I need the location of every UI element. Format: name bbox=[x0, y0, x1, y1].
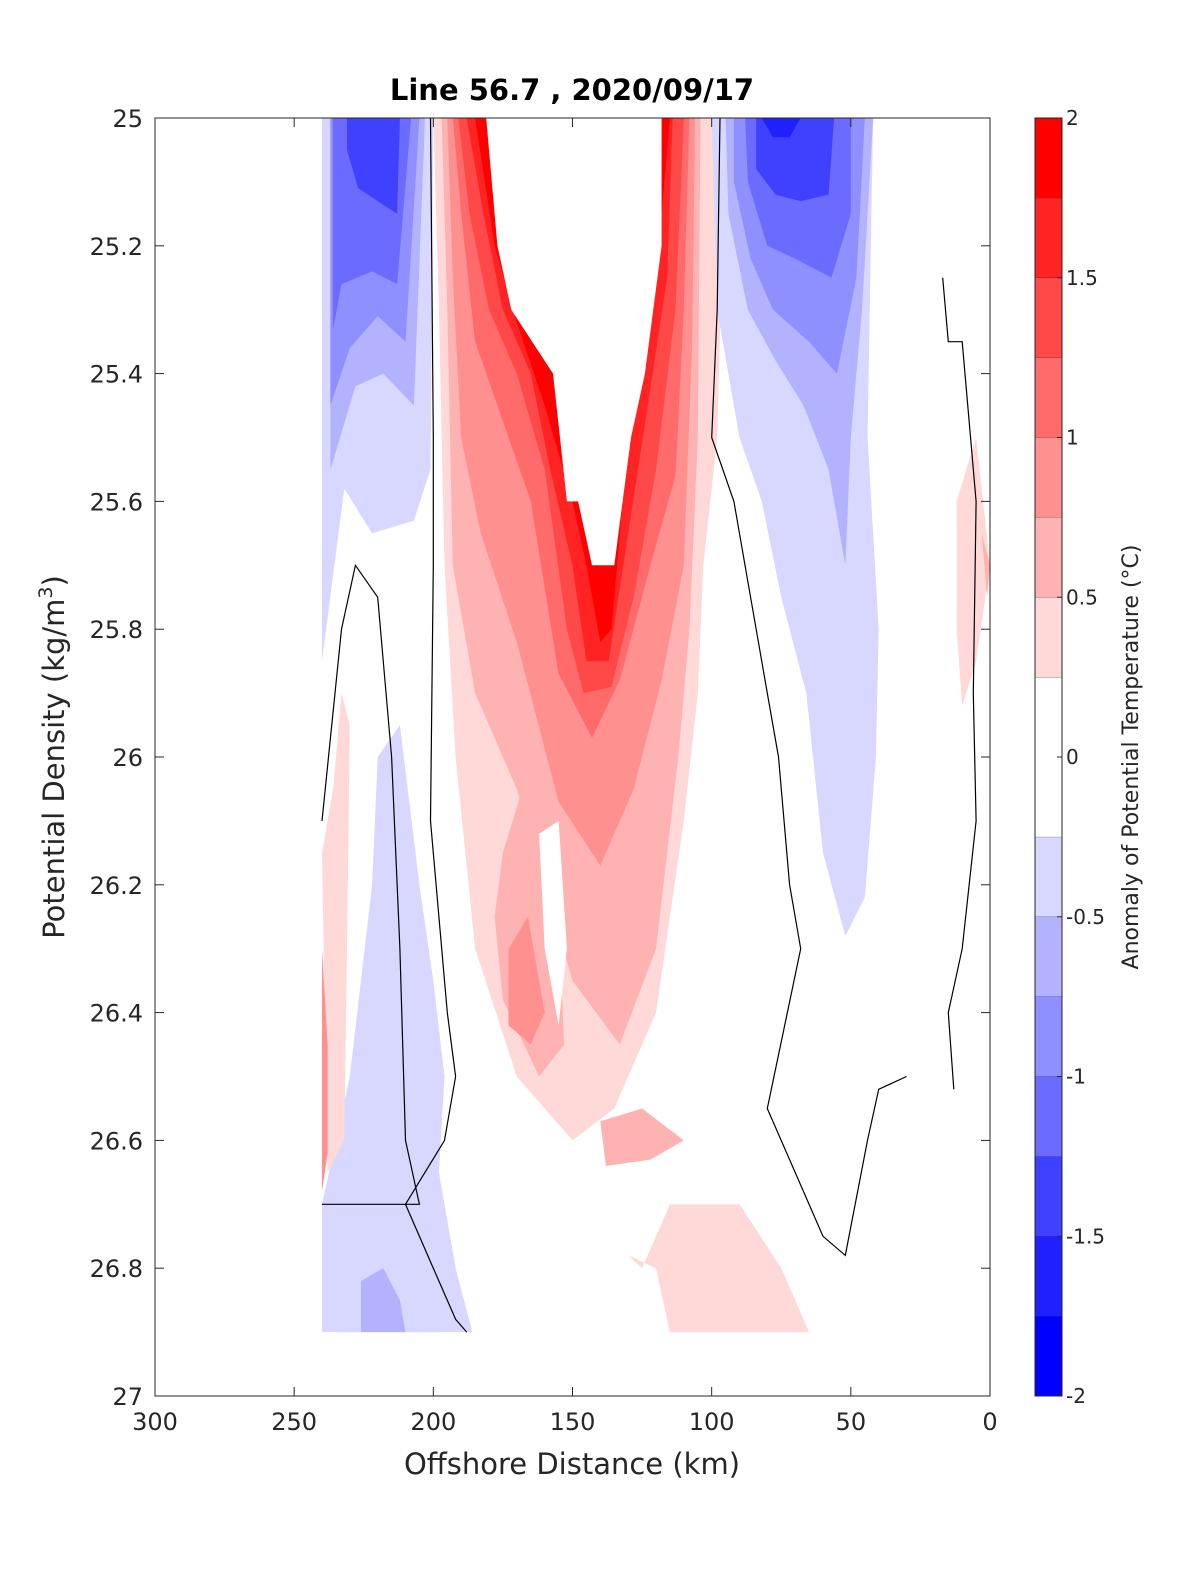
colorbar-tick-label-1: 1.5 bbox=[1066, 266, 1098, 290]
colorbar-swatch-13 bbox=[1035, 197, 1062, 278]
contour-band-26 bbox=[338, 1108, 439, 1333]
colorbar-swatch-14 bbox=[1035, 118, 1062, 198]
y-tick-label-3: 25.6 bbox=[90, 488, 143, 516]
colorbar-swatch-12 bbox=[1035, 277, 1062, 358]
zero-contour-lines bbox=[321, 118, 977, 1333]
contour-band-32 bbox=[628, 1204, 810, 1333]
y-tick-label-5: 26 bbox=[112, 744, 143, 772]
colorbar-tick-label-0: 2 bbox=[1066, 106, 1079, 130]
contour-band-5 bbox=[347, 118, 400, 214]
colorbar-swatch-6 bbox=[1035, 836, 1062, 917]
colorbar-swatch-11 bbox=[1035, 357, 1062, 438]
zero-contour-0 bbox=[404, 118, 468, 1333]
colorbar-swatch-5 bbox=[1035, 916, 1062, 997]
contour-band-17 bbox=[539, 820, 567, 1026]
y-tick-label-1: 25.2 bbox=[90, 233, 143, 261]
x-tick-label-1: 250 bbox=[271, 1408, 317, 1436]
contour-band-31 bbox=[981, 533, 990, 598]
colorbar-swatch-1 bbox=[1035, 1236, 1062, 1317]
x-tick-labels: 300 250 200 150 100 50 0 bbox=[132, 1408, 998, 1436]
y-tick-label-8: 26.6 bbox=[90, 1127, 143, 1155]
y-tick-label-0: 25 bbox=[112, 105, 143, 133]
x-axis-label: Offshore Distance (km) bbox=[404, 1447, 740, 1481]
colorbar-swatch-0 bbox=[1035, 1316, 1062, 1396]
colorbar-tick-label-4: 0 bbox=[1066, 745, 1079, 769]
contour-band-29 bbox=[322, 948, 328, 1192]
zero-contour-1 bbox=[711, 118, 907, 1257]
colorbar-ticks: 2 1.5 1 0.5 0 -0.5 -1 -1.5 -2 bbox=[1057, 106, 1105, 1408]
colorbar-swatch-4 bbox=[1035, 996, 1062, 1077]
x-tick-label-5: 50 bbox=[836, 1408, 867, 1436]
colorbar-tick-label-6: -1 bbox=[1066, 1065, 1086, 1089]
y-axis-label-superscript: 3 bbox=[35, 586, 57, 598]
y-tick-label-4: 25.8 bbox=[90, 616, 143, 644]
x-tick-label-3: 150 bbox=[550, 1408, 596, 1436]
x-tick-label-0: 300 bbox=[132, 1408, 178, 1436]
zero-contour-2 bbox=[321, 563, 421, 1205]
y-axis-label: Potential Density (kg/m3) bbox=[35, 575, 71, 939]
contour-band-13 bbox=[486, 118, 662, 566]
contour-band-16 bbox=[600, 1108, 684, 1166]
y-tick-label-7: 26.4 bbox=[90, 1000, 143, 1028]
colorbar-swatch-10 bbox=[1035, 437, 1062, 518]
x-tick-label-4: 100 bbox=[689, 1408, 735, 1436]
axis-ticks bbox=[154, 117, 991, 1397]
y-tick-label-6: 26.2 bbox=[90, 872, 143, 900]
colorbar-tick-label-2: 1 bbox=[1066, 426, 1079, 450]
contour-band-27 bbox=[361, 1268, 406, 1333]
y-axis-label-main: Potential Density (kg/m bbox=[37, 599, 71, 939]
chart-title: Line 56.7 , 2020/09/17 bbox=[390, 73, 754, 107]
colorbar-tick-label-8: -2 bbox=[1066, 1384, 1086, 1408]
colorbar-swatch-2 bbox=[1035, 1156, 1062, 1237]
y-tick-label-10: 27 bbox=[112, 1383, 143, 1411]
contour-band-24 bbox=[761, 118, 801, 138]
x-tick-label-2: 200 bbox=[410, 1408, 456, 1436]
colorbar-tick-label-3: 0.5 bbox=[1066, 585, 1098, 609]
colorbar-swatch-9 bbox=[1035, 517, 1062, 598]
y-tick-labels: 25 25.2 25.4 25.6 25.8 26 26.2 26.4 26.6 26.8 27 bbox=[90, 105, 143, 1411]
contour-band-15 bbox=[508, 916, 545, 1045]
contour-fills bbox=[322, 118, 990, 1333]
contour-band-30 bbox=[956, 437, 990, 706]
colorbar-swatch-8 bbox=[1035, 597, 1062, 678]
colorbar-tick-label-5: -0.5 bbox=[1066, 905, 1105, 929]
y-tick-label-9: 26.8 bbox=[90, 1255, 143, 1283]
colorbar-tick-label-7: -1.5 bbox=[1066, 1224, 1105, 1248]
colorbar-swatch-3 bbox=[1035, 1076, 1062, 1157]
colorbar-label: Anomaly of Potential Temperature (°C) bbox=[1119, 545, 1144, 970]
y-axis-label-suffix: ) bbox=[37, 575, 71, 586]
y-tick-label-2: 25.4 bbox=[90, 361, 143, 389]
contour-band-28 bbox=[322, 693, 350, 1173]
contour-band-23 bbox=[756, 118, 835, 202]
zero-contour-3 bbox=[942, 277, 977, 1090]
colorbar bbox=[1035, 117, 1062, 1396]
x-tick-label-6: 0 bbox=[982, 1408, 997, 1436]
